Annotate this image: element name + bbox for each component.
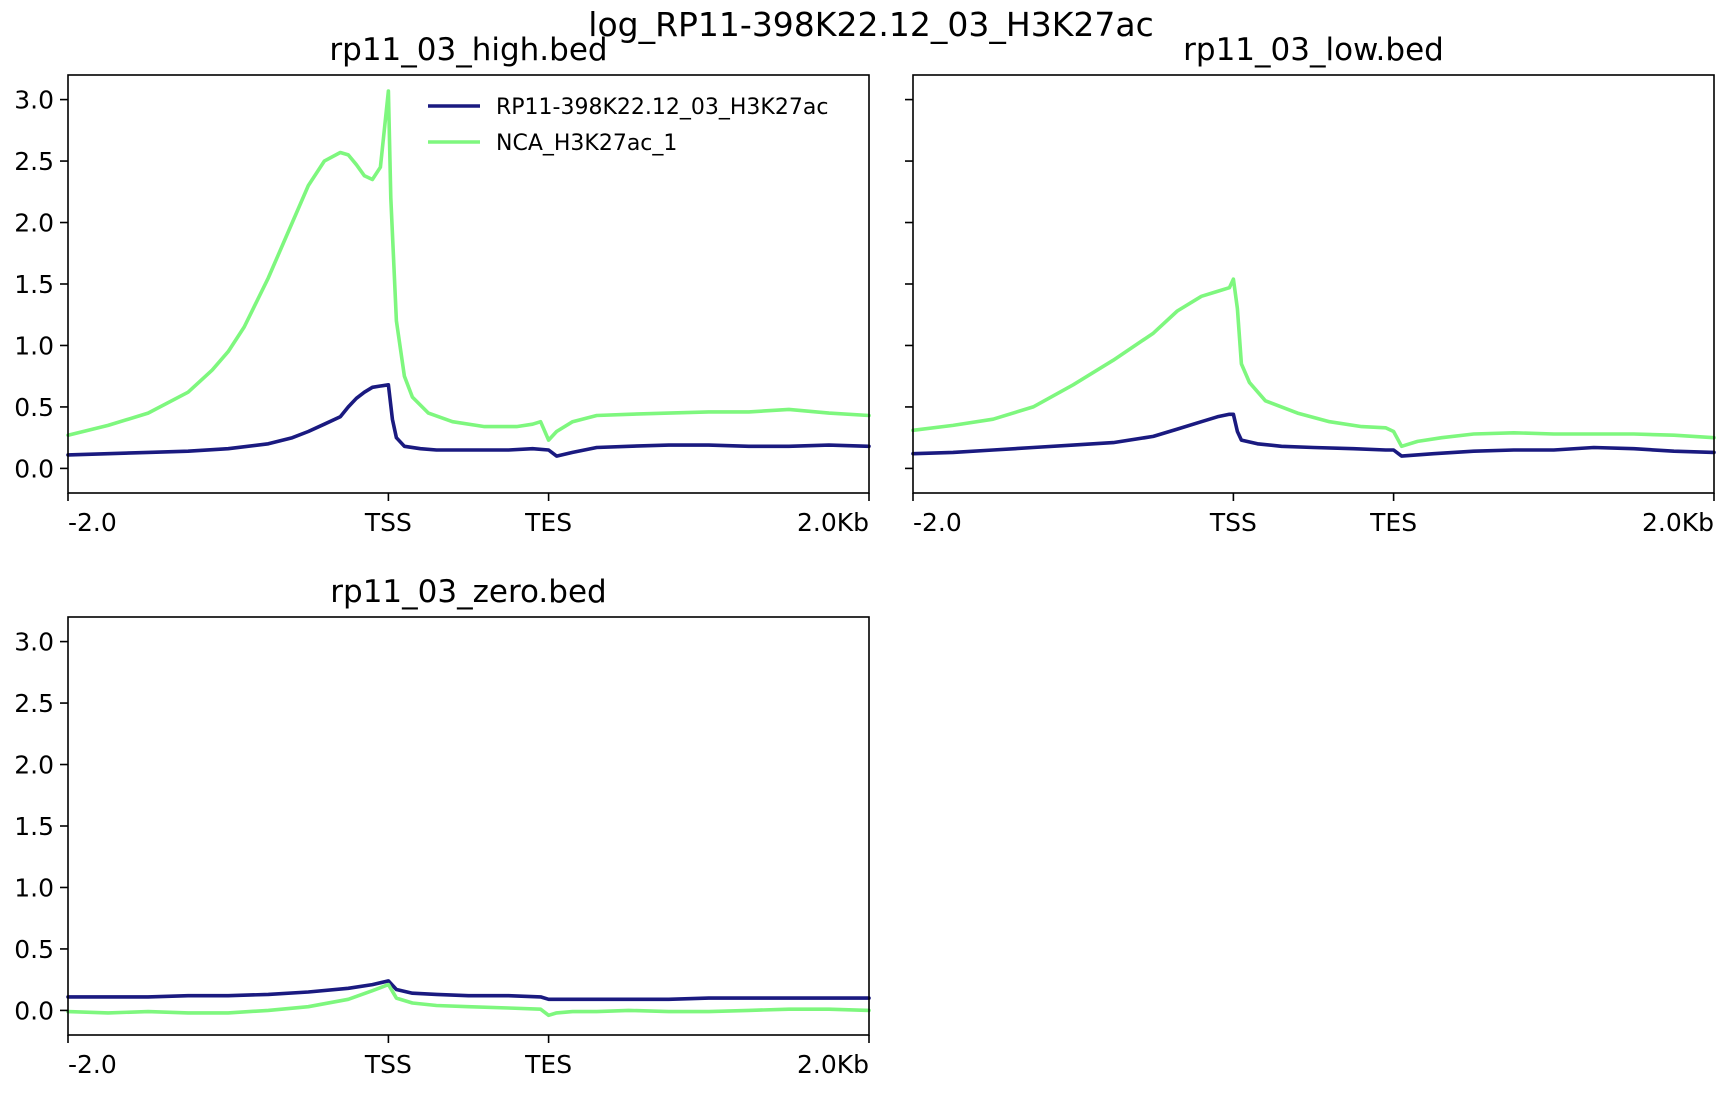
y-tick-label: 2.5 xyxy=(14,689,54,718)
y-tick-label: 3.0 xyxy=(14,628,54,657)
y-tick-label: 1.5 xyxy=(14,270,54,299)
y-tick-label: 0.5 xyxy=(14,935,54,964)
panel-title: rp11_03_low.bed xyxy=(1183,32,1444,68)
y-tick-label: 2.5 xyxy=(14,147,54,176)
x-tick-label: 2.0Kb xyxy=(797,508,869,537)
series-line-2 xyxy=(66,89,871,442)
x-tick-label: 2.0Kb xyxy=(1642,508,1714,537)
x-tick-label: TES xyxy=(1369,508,1417,537)
y-tick-label: 0.5 xyxy=(14,393,54,422)
series-line-2 xyxy=(66,982,871,1018)
series-line-2 xyxy=(911,277,1716,449)
y-tick-label: 1.0 xyxy=(14,873,54,902)
series-line-1 xyxy=(66,383,871,458)
panel-title: rp11_03_high.bed xyxy=(329,32,607,68)
x-tick-label: -2.0 xyxy=(913,508,962,537)
x-tick-label: -2.0 xyxy=(68,1050,117,1079)
figure-suptitle: log_RP11-398K22.12_03_H3K27ac xyxy=(588,5,1153,44)
series-line-1 xyxy=(911,412,1716,458)
panel-title: rp11_03_zero.bed xyxy=(330,574,606,610)
series-line-1 xyxy=(66,979,871,1002)
legend: RP11-398K22.12_03_H3K27ac NCA_H3K27ac_1 xyxy=(428,95,828,156)
y-tick-label: 1.5 xyxy=(14,812,54,841)
y-tick-label: 2.0 xyxy=(14,751,54,780)
y-tick-label: 2.0 xyxy=(14,209,54,238)
x-tick-label: TSS xyxy=(1209,508,1257,537)
chart-panel-1: rp11_03_high.bed 0.0 0.5 1.0 1.5 2.0 2.5 3.0 -2.… xyxy=(14,32,871,537)
x-tick-label: TES xyxy=(524,508,572,537)
y-tick-label: 0.0 xyxy=(14,996,54,1025)
y-tick-label: 1.0 xyxy=(14,331,54,360)
y-tick-label: 3.0 xyxy=(14,86,54,115)
chart-panel-2: rp11_03_low.bed -2.0 TSS TES 2.0Kb xyxy=(905,32,1716,537)
legend-label-1: RP11-398K22.12_03_H3K27ac xyxy=(496,95,828,120)
x-tick-label: 2.0Kb xyxy=(797,1050,869,1079)
legend-label-2: NCA_H3K27ac_1 xyxy=(496,131,677,156)
chart-panel-3: rp11_03_zero.bed 0.0 0.5 1.0 1.5 2.0 2.5 3.0 -2.… xyxy=(14,574,871,1079)
x-tick-label: TES xyxy=(524,1050,572,1079)
x-tick-label: -2.0 xyxy=(68,508,117,537)
x-tick-label: TSS xyxy=(364,508,412,537)
y-tick-label: 0.0 xyxy=(14,454,54,483)
x-tick-label: TSS xyxy=(364,1050,412,1079)
panels: rp11_03_high.bed 0.0 0.5 1.0 1.5 2.0 2.5 3.0 -2.… xyxy=(14,32,1716,1079)
